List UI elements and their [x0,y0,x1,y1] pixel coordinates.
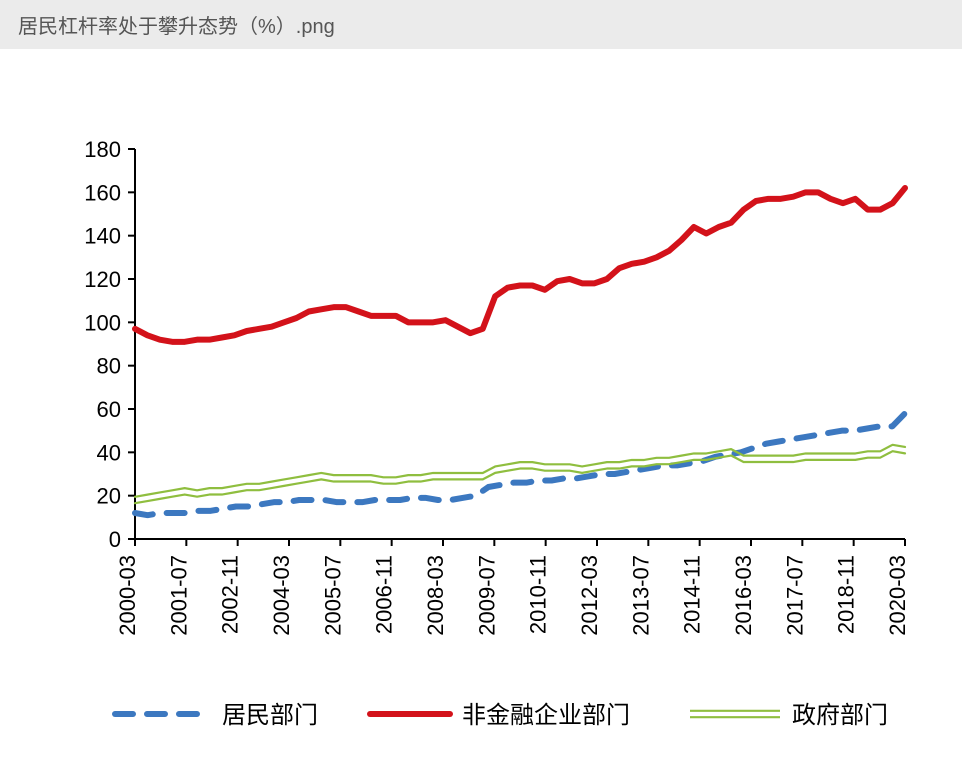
file-name: 居民杠杆率处于攀升态势（%）.png [18,16,335,38]
y-tick-label: 40 [97,440,121,465]
x-tick-label: 2018-11 [834,555,859,634]
x-tick-label: 2008-03 [423,555,448,636]
x-tick-label: 2005-07 [320,555,345,636]
x-tick-label: 2010-11 [526,555,551,634]
legend-label: 居民部门 [222,702,318,729]
y-tick-label: 80 [97,354,121,379]
y-tick-label: 120 [84,267,121,292]
legend-label: 政府部门 [792,702,888,729]
series-非金融企业部门 [135,188,905,342]
file-title-bar: 居民杠杆率处于攀升态势（%）.png [0,0,962,49]
leverage-chart: 0 20 40 60 80 100 120 140 160 180 2000-03 2001-07 20… [0,49,962,749]
x-tick-label: 2017-07 [782,555,807,636]
x-tick-label: 2002-11 [218,555,243,634]
x-tick-label: 2016-03 [731,555,756,636]
series-政府部门 [135,451,905,503]
y-tick-label: 180 [84,137,121,162]
y-tick-label: 140 [84,224,121,249]
x-tick-label: 2004-03 [269,555,294,636]
y-tick-label: 60 [97,397,121,422]
legend-label: 非金融企业部门 [462,702,630,729]
x-tick-label: 2000-03 [115,555,140,636]
y-tick-label: 0 [109,527,121,552]
x-tick-label: 2020-03 [885,555,910,636]
chart-svg: 0 20 40 60 80 100 120 140 160 180 2000-03 2001-07 20… [0,49,962,749]
series-居民部门 [135,413,905,515]
y-tick-label: 160 [84,180,121,205]
x-tick-label: 2006-11 [372,555,397,634]
y-tick-label: 20 [97,484,121,509]
x-tick-label: 2012-03 [577,555,602,636]
x-tick-label: 2013-07 [628,555,653,636]
x-tick-label: 2014-11 [680,555,705,634]
x-tick-label: 2009-07 [474,555,499,636]
x-tick-label: 2001-07 [166,555,191,636]
y-tick-label: 100 [84,310,121,335]
series-政府部门 [135,445,905,497]
